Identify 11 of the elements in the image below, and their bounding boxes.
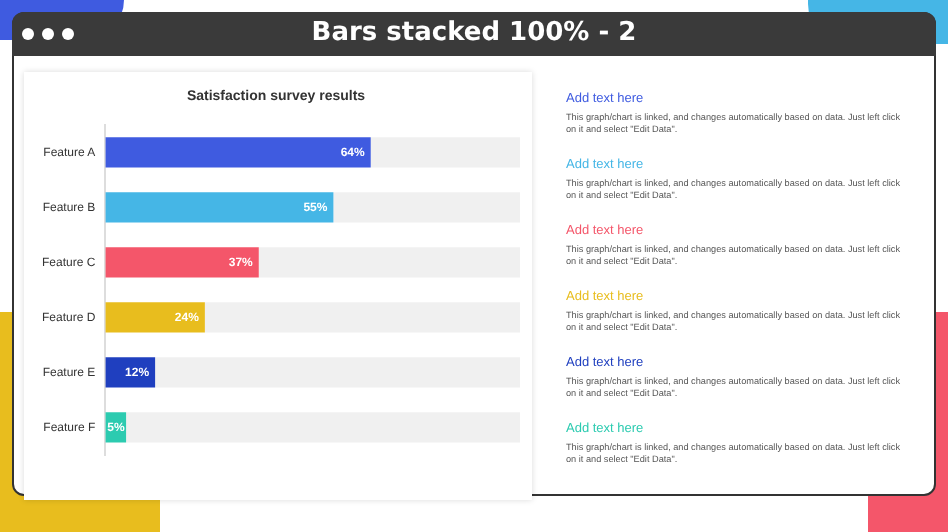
bar — [155, 357, 520, 388]
bar — [258, 247, 520, 278]
bar — [105, 247, 259, 278]
bar — [105, 302, 205, 333]
bar — [204, 302, 520, 333]
bar — [126, 412, 520, 443]
bar — [105, 137, 371, 168]
bar — [370, 137, 520, 168]
bar — [105, 192, 334, 223]
bar — [333, 192, 520, 223]
chart-title: Bars stacked 100% - 2 — [309, 18, 639, 48]
